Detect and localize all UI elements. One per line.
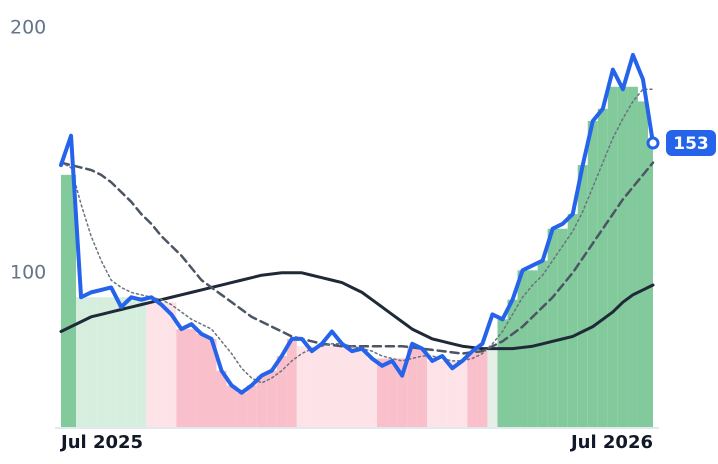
band-column bbox=[266, 370, 277, 427]
band-column bbox=[336, 346, 347, 427]
band-column bbox=[296, 346, 307, 427]
band-column bbox=[387, 358, 398, 427]
band-column bbox=[236, 392, 247, 427]
band-column bbox=[76, 297, 87, 427]
end-label: 153 bbox=[673, 134, 709, 154]
band-column bbox=[507, 299, 518, 427]
band-column bbox=[326, 346, 337, 427]
band-column bbox=[607, 86, 618, 427]
band-column bbox=[437, 360, 448, 427]
x-tick-label: Jul 2025 bbox=[59, 432, 143, 453]
band-column bbox=[346, 346, 357, 427]
series-line bbox=[59, 161, 655, 355]
band-column bbox=[166, 302, 177, 427]
band-column bbox=[216, 370, 227, 427]
band-column bbox=[196, 333, 207, 427]
band-column bbox=[96, 297, 107, 427]
band-column bbox=[206, 338, 217, 427]
y-tick-label: 200 bbox=[10, 17, 46, 39]
band-column bbox=[286, 338, 297, 427]
band-column bbox=[256, 375, 267, 427]
band-column bbox=[306, 346, 317, 427]
band-column bbox=[417, 348, 428, 427]
band-column bbox=[527, 270, 538, 427]
band-column bbox=[577, 165, 588, 427]
end-label-box bbox=[666, 130, 716, 157]
band-column bbox=[497, 319, 508, 427]
band-column bbox=[627, 86, 638, 427]
band-column bbox=[637, 101, 648, 428]
band-column bbox=[357, 348, 368, 427]
band-column bbox=[567, 214, 578, 427]
band-column bbox=[617, 86, 628, 427]
band-column bbox=[316, 346, 327, 427]
band-column bbox=[156, 302, 167, 427]
band-column bbox=[106, 297, 117, 427]
band-column bbox=[186, 329, 197, 427]
band-column bbox=[176, 329, 187, 427]
band-column bbox=[136, 297, 147, 427]
series-line bbox=[60, 88, 654, 384]
band-column bbox=[146, 302, 157, 427]
y-tick-label: 100 bbox=[10, 261, 46, 283]
band-column bbox=[61, 174, 67, 427]
band-column bbox=[377, 358, 388, 427]
band-column bbox=[66, 174, 77, 427]
end-dot bbox=[646, 136, 660, 150]
band-column bbox=[116, 297, 127, 427]
band-column bbox=[487, 346, 498, 427]
band-column bbox=[226, 385, 237, 427]
band-column bbox=[126, 297, 137, 427]
band-column bbox=[587, 121, 598, 427]
band-column bbox=[246, 385, 257, 427]
band-column bbox=[367, 358, 378, 427]
band-column bbox=[547, 228, 558, 427]
band-column bbox=[276, 356, 287, 427]
band-column bbox=[557, 228, 568, 427]
band-column bbox=[407, 346, 418, 427]
band-column bbox=[467, 351, 478, 427]
band-column bbox=[397, 358, 408, 427]
x-tick-label: Jul 2026 bbox=[569, 432, 653, 453]
band-column bbox=[86, 297, 97, 427]
band-column bbox=[457, 360, 468, 427]
band-column bbox=[427, 360, 438, 427]
band-column bbox=[597, 108, 608, 427]
band-column bbox=[477, 351, 488, 427]
band-column bbox=[447, 360, 458, 427]
series-line bbox=[59, 52, 655, 395]
series-line bbox=[59, 271, 655, 351]
